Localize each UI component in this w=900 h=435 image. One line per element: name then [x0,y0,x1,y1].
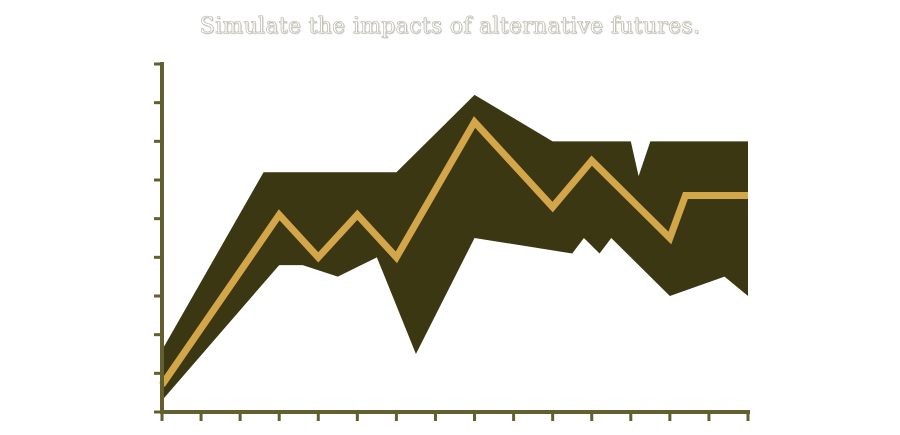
trend-line [159,116,748,387]
uncertainty-band [162,94,748,401]
chart-title: Simulate the impacts of alternative futu… [199,14,701,40]
